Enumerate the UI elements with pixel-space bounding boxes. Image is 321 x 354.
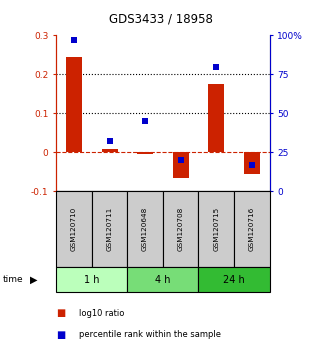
Text: GSM120710: GSM120710 <box>71 207 77 251</box>
Point <box>71 37 76 43</box>
Text: 24 h: 24 h <box>223 275 245 285</box>
Text: GSM120708: GSM120708 <box>178 207 184 251</box>
Point <box>214 64 219 69</box>
Bar <box>66 57 82 152</box>
Bar <box>101 149 117 152</box>
Text: ■: ■ <box>56 308 65 318</box>
Text: GSM120648: GSM120648 <box>142 207 148 251</box>
Text: percentile rank within the sample: percentile rank within the sample <box>79 330 221 339</box>
Point <box>249 162 255 167</box>
Text: GSM120715: GSM120715 <box>213 207 219 251</box>
Bar <box>234 191 270 267</box>
Bar <box>173 152 189 178</box>
Bar <box>244 152 260 174</box>
Bar <box>137 152 153 154</box>
Text: GSM120716: GSM120716 <box>249 207 255 251</box>
Point <box>107 138 112 144</box>
Bar <box>198 267 270 292</box>
Bar <box>127 191 163 267</box>
Text: GSM120711: GSM120711 <box>107 207 113 251</box>
Point <box>178 157 183 163</box>
Text: log10 ratio: log10 ratio <box>79 309 124 318</box>
Text: 1 h: 1 h <box>84 275 100 285</box>
Text: ■: ■ <box>56 330 65 339</box>
Point <box>143 118 148 124</box>
Bar <box>208 84 224 152</box>
Bar <box>198 191 234 267</box>
Bar <box>92 191 127 267</box>
Text: time: time <box>3 275 24 284</box>
Bar <box>56 191 92 267</box>
Text: GDS3433 / 18958: GDS3433 / 18958 <box>108 12 213 25</box>
Bar <box>163 191 198 267</box>
Bar <box>127 267 198 292</box>
Text: ▶: ▶ <box>30 275 38 285</box>
Bar <box>56 267 127 292</box>
Text: 4 h: 4 h <box>155 275 171 285</box>
